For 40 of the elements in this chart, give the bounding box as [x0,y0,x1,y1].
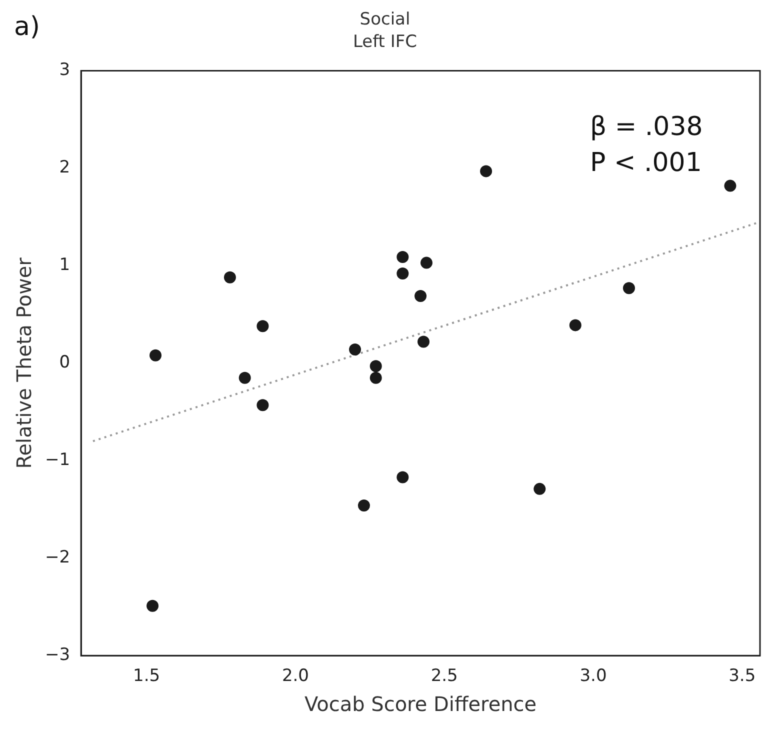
chart-subtitle: Left IFC [352,32,418,52]
point [358,500,370,512]
y-axis-title: Relative Theta Power [12,256,36,469]
point [256,399,269,412]
x-tick-label: 3.0 [580,666,607,686]
point [724,180,736,192]
point [569,319,582,332]
x-tick-label: 2.5 [430,666,458,686]
chart-title: Social [360,10,410,30]
y-tick-label: −1 [45,450,70,470]
x-tick-label: 3.5 [728,666,756,686]
y-tick-label: −3 [45,645,70,666]
point [370,360,382,372]
x-tick-label: 1.5 [133,666,160,686]
point [396,250,409,263]
point [420,256,432,269]
point [224,271,236,284]
annotation: P < .001 [590,148,702,178]
point [480,165,492,178]
point [150,349,162,362]
x-axis-title: Vocab Score Difference [304,692,537,716]
y-tick-label: 1 [59,255,70,276]
point [146,600,159,612]
point [370,372,382,384]
point [414,290,427,302]
point [349,344,362,356]
point [256,320,269,332]
text: a) [14,12,40,42]
y-tick-label: 3 [59,60,70,80]
point [622,282,635,294]
annotation: β = .038 [590,112,703,142]
y-tick-label: −2 [45,548,70,568]
y-tick-label: 2 [59,158,70,178]
point [418,336,430,348]
y-tick-label: 0 [59,352,70,373]
point [396,268,409,280]
point [534,482,546,495]
x-tick-label: 2.0 [282,666,309,686]
point [396,471,409,484]
point [238,372,251,384]
